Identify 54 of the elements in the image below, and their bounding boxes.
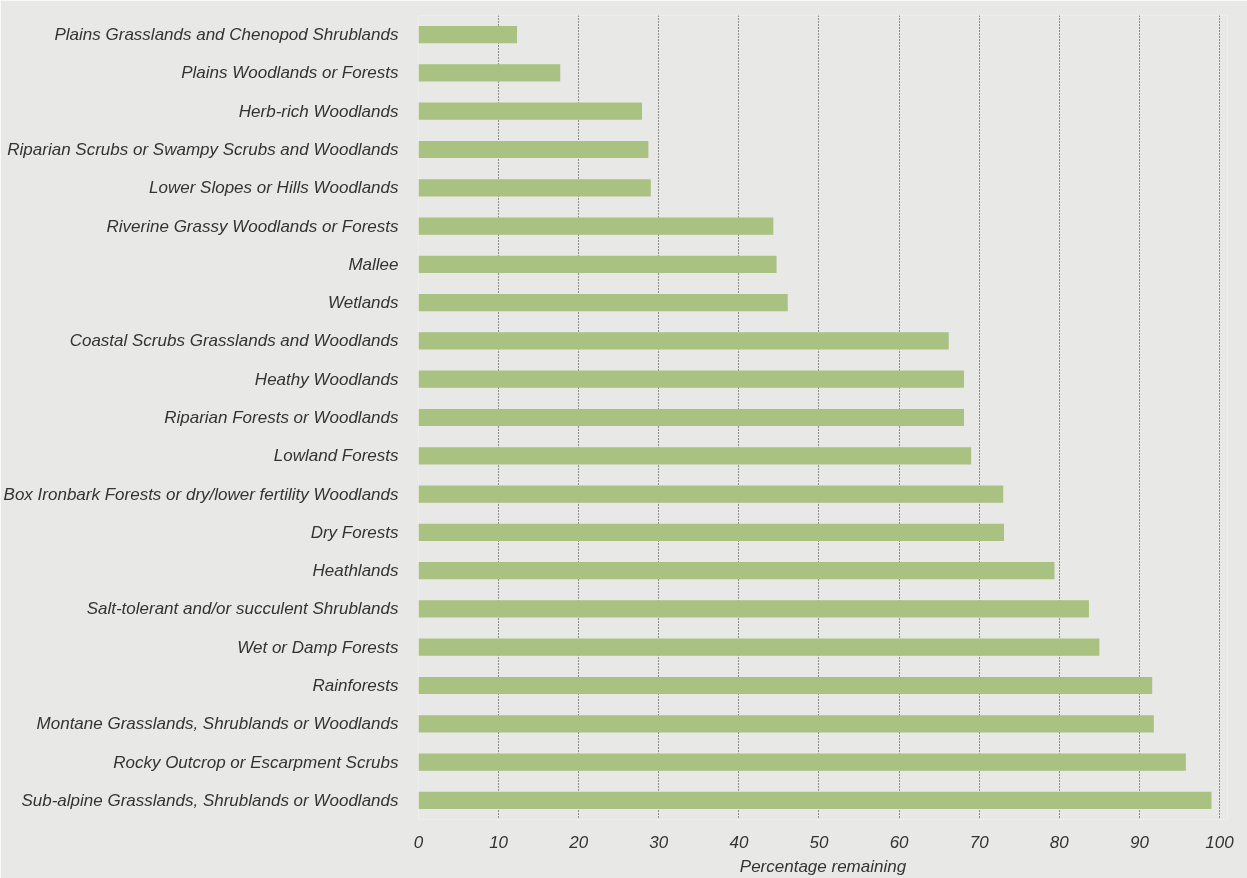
y-tick-label: Rocky Outcrop or Escarpment Scrubs xyxy=(113,752,399,772)
bar xyxy=(418,64,561,82)
x-tick-label: 70 xyxy=(969,832,990,852)
y-tick-label: Plains Grasslands and Chenopod Shrublands xyxy=(54,25,399,45)
x-tick-label: 20 xyxy=(568,832,589,852)
y-tick-label: Lowland Forests xyxy=(273,446,399,466)
bar xyxy=(418,638,1100,656)
x-axis-title: Percentage remaining xyxy=(739,856,907,876)
y-tick-label: Rainforests xyxy=(312,676,399,695)
bar xyxy=(418,217,774,235)
bar xyxy=(418,255,777,273)
y-tick-label: Coastal Scrubs Grasslands and Woodlands xyxy=(69,331,399,351)
bar xyxy=(418,26,518,44)
bar xyxy=(418,715,1154,733)
bar xyxy=(418,485,1004,503)
y-tick-label: Riverine Grassy Woodlands or Forests xyxy=(106,216,399,236)
y-tick-label: Plains Woodlands or Forests xyxy=(181,63,399,83)
x-tick-label: 50 xyxy=(809,832,829,852)
y-tick-label: Montane Grasslands, Shrublands or Woodlands xyxy=(36,714,399,734)
bar xyxy=(418,676,1153,695)
bar xyxy=(418,523,1005,541)
x-tick-label: 10 xyxy=(489,832,509,852)
y-tick-label: Lower Slopes or Hills Woodlands xyxy=(149,178,399,198)
x-tick-label: 40 xyxy=(729,832,749,852)
x-tick-label: 90 xyxy=(1129,832,1150,852)
bar xyxy=(418,294,788,312)
y-tick-label: Heathy Woodlands xyxy=(254,369,399,389)
y-tick-label: Riparian Scrubs or Swampy Scrubs and Woodlands xyxy=(7,140,399,159)
x-tick-label: 30 xyxy=(649,832,669,852)
x-tick-label: 80 xyxy=(1049,832,1070,852)
y-tick-label: Salt-tolerant and/or succulent Shrublands xyxy=(86,599,399,619)
bar xyxy=(418,408,964,427)
bar xyxy=(418,140,649,159)
bar xyxy=(418,179,651,197)
bar xyxy=(418,562,1055,580)
y-tick-label: Herb-rich Woodlands xyxy=(238,101,399,121)
bar xyxy=(418,791,1212,809)
bar xyxy=(418,332,949,350)
bar xyxy=(418,600,1089,618)
x-tick-label: 60 xyxy=(889,832,910,852)
y-tick-label: Sub-alpine Grasslands, Shrublands or Woodlands xyxy=(21,790,399,810)
x-tick-label: 100 xyxy=(1205,832,1235,852)
y-tick-label: Heathlands xyxy=(312,561,399,581)
y-tick-label: Box Ironbark Forests or dry/lower fertility Woodlands xyxy=(3,484,399,504)
bar xyxy=(418,753,1186,771)
y-tick-label: Dry Forests xyxy=(310,522,399,542)
y-tick-label: Wet or Damp Forests xyxy=(237,637,399,657)
bar xyxy=(418,370,964,388)
bar xyxy=(418,447,972,465)
y-tick-label: Mallee xyxy=(348,254,399,274)
y-tick-label: Riparian Forests or Woodlands xyxy=(164,408,399,427)
y-tick-label: Wetlands xyxy=(327,293,399,313)
bar xyxy=(418,102,642,120)
x-tick-label: 0 xyxy=(413,832,424,852)
